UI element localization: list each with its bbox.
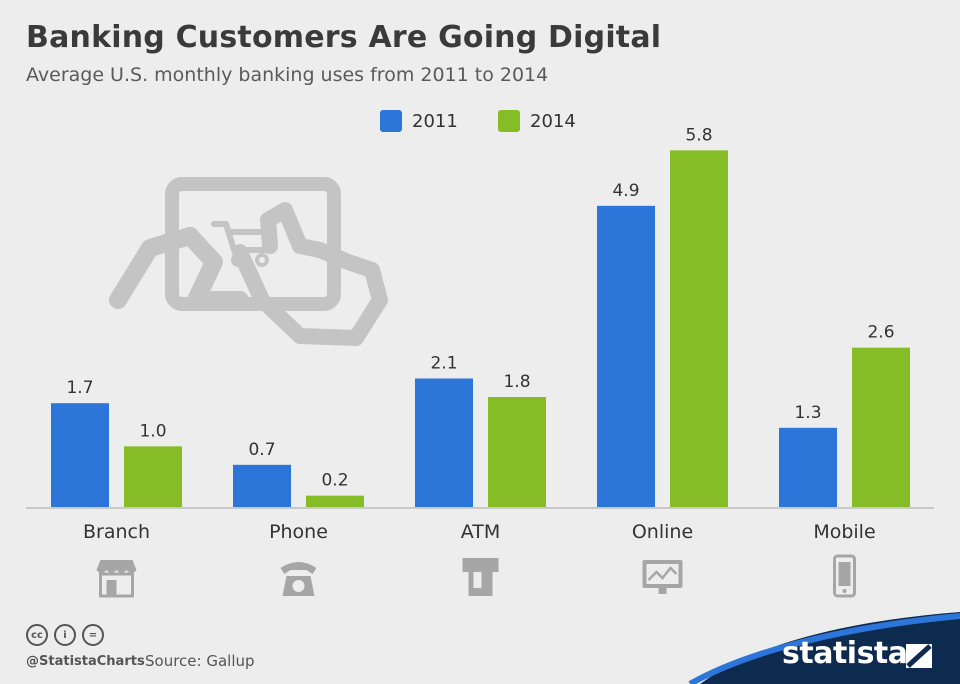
value-label-atm-2014: 1.8 xyxy=(503,372,530,392)
bar-online-2011 xyxy=(597,205,655,509)
bar-atm-2014 xyxy=(488,397,546,508)
bar-branch-2011 xyxy=(51,403,109,508)
statista-logo-icon xyxy=(906,644,932,668)
bar-phone-2011 xyxy=(233,464,291,508)
value-label-branch-2011: 1.7 xyxy=(66,378,93,398)
bar-branch-2014 xyxy=(124,446,182,508)
bar-mobile-2011 xyxy=(779,427,837,508)
monitor-chart-icon xyxy=(642,560,683,594)
category-label-online: Online xyxy=(632,521,693,543)
no-derivatives-icon: = xyxy=(82,624,104,646)
legend-item-2011: 2011 xyxy=(380,110,458,132)
brand-wave-accent xyxy=(688,613,960,684)
chart-title: Banking Customers Are Going Digital xyxy=(26,20,662,55)
footer-source: Source: Gallup xyxy=(145,652,255,670)
value-label-mobile-2011: 1.3 xyxy=(794,403,821,423)
value-label-online-2014: 5.8 xyxy=(685,125,712,145)
bar-online-2014 xyxy=(670,150,728,509)
bar-phone-2014 xyxy=(306,495,364,508)
value-label-phone-2011: 0.7 xyxy=(248,440,275,460)
cc-icon: cc xyxy=(26,624,48,646)
legend-swatch-2014 xyxy=(498,110,520,132)
value-label-atm-2011: 2.1 xyxy=(430,354,457,374)
telephone-icon xyxy=(280,562,317,596)
brand-wave xyxy=(700,612,960,684)
bar-mobile-2014 xyxy=(852,347,910,508)
storefront-icon xyxy=(96,560,137,598)
legend: 2011 2014 xyxy=(0,110,960,140)
category-label-mobile: Mobile xyxy=(813,521,875,543)
tablet-hand-illustration-icon xyxy=(109,177,388,346)
legend-item-2014: 2014 xyxy=(498,110,576,132)
category-label-branch: Branch xyxy=(83,521,150,543)
legend-label-2011: 2011 xyxy=(412,110,458,132)
category-label-phone: Phone xyxy=(269,521,328,543)
legend-label-2014: 2014 xyxy=(530,110,576,132)
value-label-online-2011: 4.9 xyxy=(612,181,639,201)
value-label-mobile-2014: 2.6 xyxy=(867,323,894,343)
brand-logo-text[interactable]: statista xyxy=(782,636,908,671)
smartphone-icon xyxy=(833,554,856,598)
value-label-phone-2014: 0.2 xyxy=(321,471,348,491)
attribution-icon: i xyxy=(54,624,76,646)
chart-subtitle: Average U.S. monthly banking uses from 2… xyxy=(26,64,549,86)
atm-icon xyxy=(462,558,499,596)
license-icons: cc i = xyxy=(26,624,104,646)
footer-handle[interactable]: @StatistaCharts xyxy=(26,654,145,669)
legend-swatch-2011 xyxy=(380,110,402,132)
bar-atm-2011 xyxy=(415,378,473,508)
value-label-branch-2014: 1.0 xyxy=(139,421,166,441)
category-label-atm: ATM xyxy=(461,521,501,543)
